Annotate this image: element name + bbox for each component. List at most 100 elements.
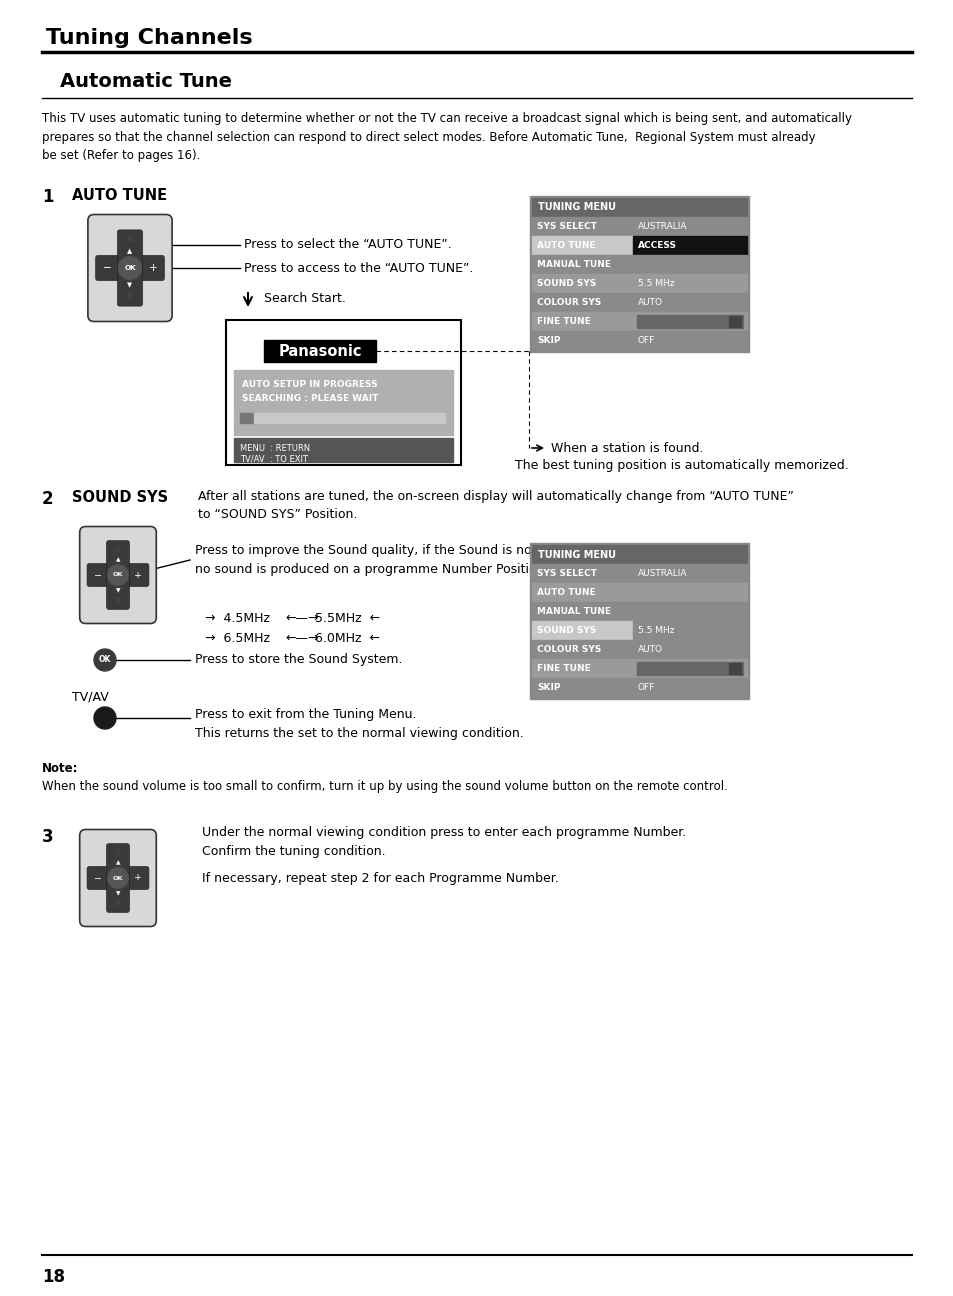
Bar — [532, 273, 633, 293]
Circle shape — [108, 565, 128, 586]
Bar — [532, 640, 633, 658]
Text: TUNING MENU: TUNING MENU — [537, 202, 616, 213]
Bar — [637, 662, 742, 675]
Bar — [532, 658, 633, 678]
Text: Automatic Tune: Automatic Tune — [60, 73, 232, 91]
Text: MENU  : RETURN: MENU : RETURN — [240, 445, 310, 454]
Text: AUTO TUNE: AUTO TUNE — [537, 588, 595, 597]
Bar — [633, 216, 746, 236]
Text: A: A — [127, 235, 133, 244]
Circle shape — [94, 649, 116, 671]
Bar — [532, 330, 633, 350]
Text: OK: OK — [124, 264, 135, 271]
Bar — [633, 330, 746, 350]
Text: FINE TUNE: FINE TUNE — [537, 664, 590, 673]
Text: Press to access to the “AUTO TUNE”.: Press to access to the “AUTO TUNE”. — [244, 262, 473, 275]
Bar — [633, 658, 746, 678]
Text: OK: OK — [112, 876, 123, 880]
Text: 2: 2 — [42, 490, 53, 508]
Text: ←—→: ←—→ — [285, 631, 318, 644]
Text: Tuning Channels: Tuning Channels — [46, 29, 253, 48]
Text: ▲: ▲ — [115, 557, 120, 562]
FancyBboxPatch shape — [80, 526, 156, 623]
Bar — [233, 369, 453, 435]
FancyBboxPatch shape — [117, 229, 142, 306]
FancyBboxPatch shape — [88, 215, 172, 321]
Bar — [253, 413, 444, 422]
FancyBboxPatch shape — [87, 867, 149, 889]
Bar — [532, 583, 633, 603]
FancyBboxPatch shape — [87, 564, 149, 586]
FancyBboxPatch shape — [107, 540, 130, 609]
Text: SYS SELECT: SYS SELECT — [537, 222, 597, 231]
Text: COLOUR SYS: COLOUR SYS — [537, 645, 600, 654]
Text: Note:: Note: — [42, 762, 78, 775]
Text: Press to store the Sound System.: Press to store the Sound System. — [194, 653, 402, 666]
Bar — [532, 603, 633, 621]
Text: ▼: ▼ — [115, 890, 120, 896]
Bar — [633, 312, 746, 330]
Text: Press to exit from the Tuning Menu.
This returns the set to the normal viewing c: Press to exit from the Tuning Menu. This… — [194, 708, 523, 740]
Text: 5.5 MHz: 5.5 MHz — [638, 279, 674, 288]
Text: SOUND SYS: SOUND SYS — [537, 279, 596, 288]
Text: SEARCHING : PLEASE WAIT: SEARCHING : PLEASE WAIT — [242, 394, 378, 403]
Text: When the sound volume is too small to confirm, turn it up by using the sound vol: When the sound volume is too small to co… — [42, 780, 727, 793]
Text: 5.5 MHz: 5.5 MHz — [638, 626, 674, 635]
Bar — [532, 564, 633, 583]
Text: ACCESS: ACCESS — [638, 241, 677, 250]
Text: When a station is found.: When a station is found. — [551, 442, 702, 455]
Bar — [530, 543, 748, 699]
Text: AUSTRALIA: AUSTRALIA — [638, 222, 687, 231]
Text: ←—→: ←—→ — [285, 612, 318, 625]
Bar — [728, 664, 740, 674]
Text: AUTO TUNE: AUTO TUNE — [537, 241, 595, 250]
FancyBboxPatch shape — [80, 829, 156, 927]
Bar — [637, 315, 742, 328]
Circle shape — [108, 868, 128, 888]
Bar — [633, 583, 746, 603]
Bar — [532, 255, 633, 273]
Bar — [728, 316, 740, 327]
Text: 6.0MHz  ←: 6.0MHz ← — [314, 631, 379, 644]
Text: ▼: ▼ — [128, 283, 132, 288]
Text: AUTO TUNE: AUTO TUNE — [71, 188, 167, 203]
Text: TV/AV  : TO EXIT: TV/AV : TO EXIT — [240, 454, 308, 463]
Text: SYS SELECT: SYS SELECT — [537, 569, 597, 578]
Text: −: − — [103, 263, 112, 273]
Text: Under the normal viewing condition press to enter each programme Number.
Confirm: Under the normal viewing condition press… — [202, 826, 685, 858]
Text: +: + — [134, 874, 142, 883]
Text: OK: OK — [112, 573, 123, 578]
Text: A: A — [115, 848, 121, 857]
Bar — [633, 293, 746, 312]
Bar — [264, 340, 375, 362]
Text: SKIP: SKIP — [537, 683, 560, 692]
Text: This TV uses automatic tuning to determine whether or not the TV can receive a b: This TV uses automatic tuning to determi… — [42, 111, 851, 162]
Text: SOUND SYS: SOUND SYS — [537, 626, 596, 635]
FancyBboxPatch shape — [95, 255, 164, 280]
Text: SOUND SYS: SOUND SYS — [71, 490, 168, 505]
Bar — [633, 603, 746, 621]
Bar — [532, 621, 633, 640]
Text: V: V — [115, 596, 121, 605]
Bar — [633, 640, 746, 658]
Bar — [532, 216, 633, 236]
Text: ▲: ▲ — [115, 861, 120, 866]
Text: −: − — [93, 570, 101, 579]
Bar — [532, 312, 633, 330]
Text: OFF: OFF — [638, 336, 655, 345]
Text: −: − — [93, 874, 101, 883]
Text: AUTO SETUP IN PROGRESS: AUTO SETUP IN PROGRESS — [242, 380, 377, 389]
Text: SKIP: SKIP — [537, 336, 560, 345]
Text: →  6.5MHz: → 6.5MHz — [205, 631, 270, 644]
Bar — [532, 293, 633, 312]
Text: Panasonic: Panasonic — [278, 343, 361, 359]
Bar — [532, 236, 633, 255]
Text: MANUAL TUNE: MANUAL TUNE — [537, 607, 610, 616]
Bar — [633, 273, 746, 293]
Text: AUTO: AUTO — [638, 298, 662, 307]
Text: TV/AV: TV/AV — [71, 689, 109, 702]
Text: 5.5MHz  ←: 5.5MHz ← — [314, 612, 379, 625]
Circle shape — [94, 708, 116, 728]
Bar — [532, 678, 633, 697]
Bar — [633, 255, 746, 273]
